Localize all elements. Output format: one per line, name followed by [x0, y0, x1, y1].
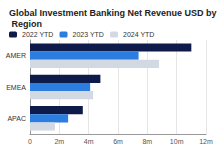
svg-text:8m: 8m [142, 138, 152, 145]
svg-text:4m: 4m [84, 138, 94, 145]
svg-text:10m: 10m [170, 138, 184, 145]
svg-text:APAC: APAC [7, 115, 26, 122]
svg-text:12m: 12m [199, 138, 213, 145]
svg-text:EMEA: EMEA [6, 84, 26, 91]
svg-text:2022 YTD: 2022 YTD [22, 31, 53, 38]
svg-text:2023 YTD: 2023 YTD [73, 31, 104, 38]
svg-text:Region: Region [9, 19, 42, 29]
svg-text:AMER: AMER [6, 52, 26, 59]
svg-text:6m: 6m [113, 138, 123, 145]
svg-text:Global Investment Banking Net: Global Investment Banking Net Revenue US… [9, 8, 217, 18]
svg-text:2m: 2m [54, 138, 64, 145]
svg-text:2024 YTD: 2024 YTD [123, 31, 154, 38]
svg-text:0: 0 [28, 138, 32, 145]
